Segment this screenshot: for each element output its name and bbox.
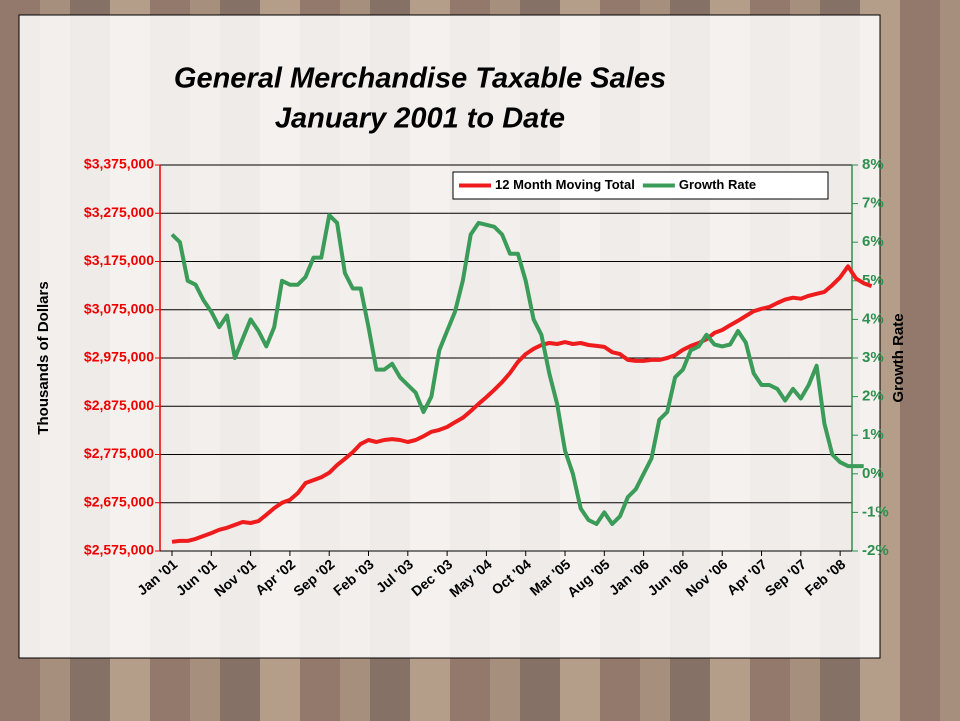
legend-label: 12 Month Moving Total (495, 177, 635, 192)
y2-tick-label: 0% (862, 465, 884, 482)
y2-tick-label: -2% (862, 542, 889, 559)
y-tick-label: $3,175,000 (84, 252, 154, 268)
y2-tick-label: 4% (862, 310, 884, 327)
y2-tick-label: 6% (862, 233, 884, 250)
y-tick-label: $3,375,000 (84, 156, 154, 172)
y2-axis-title: Growth Rate (890, 313, 907, 402)
legend-label: Growth Rate (679, 177, 756, 192)
y-tick-label: $3,275,000 (84, 204, 154, 220)
y2-tick-label: 8% (862, 156, 884, 173)
y-axis-title: Thousands of Dollars (35, 281, 52, 434)
chart: General Merchandise Taxable Sales Januar… (0, 0, 960, 721)
chart-title: General Merchandise Taxable Sales (174, 63, 666, 95)
y-tick-label: $2,975,000 (84, 349, 154, 365)
y-tick-label: $2,675,000 (84, 493, 154, 509)
y2-tick-label: 5% (862, 272, 884, 289)
y2-tick-label: 3% (862, 349, 884, 366)
y-tick-label: $2,875,000 (84, 397, 154, 413)
y2-tick-label: -1% (862, 503, 889, 520)
y2-tick-label: 1% (862, 426, 884, 443)
y-tick-label: $3,075,000 (84, 300, 154, 316)
y2-tick-label: 7% (862, 195, 884, 212)
y-tick-label: $2,775,000 (84, 445, 154, 461)
y2-tick-label: 2% (862, 388, 884, 405)
y-tick-label: $2,575,000 (84, 542, 154, 558)
chart-subtitle: January 2001 to Date (275, 103, 565, 135)
